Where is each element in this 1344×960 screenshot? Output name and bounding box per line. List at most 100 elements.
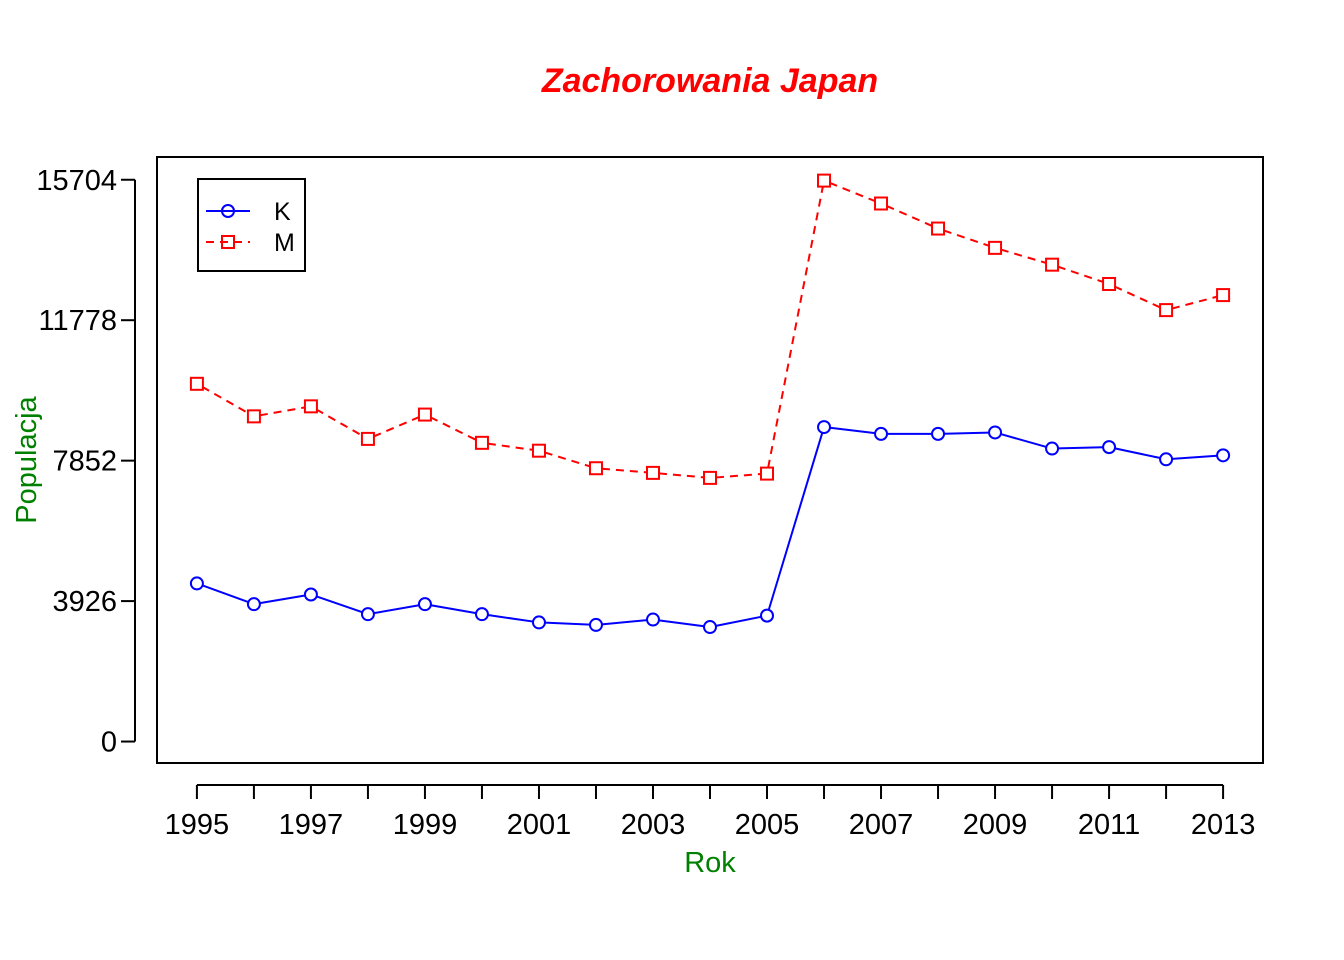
series-K <box>189 420 1231 635</box>
x-tick-label: 1997 <box>279 809 344 841</box>
legend-marker-K <box>221 204 235 218</box>
series-segment <box>1057 265 1104 284</box>
data-point <box>189 576 204 591</box>
legend-label-M: M <box>274 229 295 257</box>
x-axis: 1995 1997 1999 2001 2003 2005 2007 2009 2011 2013 <box>165 784 1256 841</box>
series-segment <box>886 205 933 228</box>
x-tick-label: 2007 <box>849 809 914 841</box>
data-point <box>303 587 318 602</box>
data-point <box>1102 440 1117 455</box>
series-segment <box>259 594 306 605</box>
y-tick-label: 3926 <box>52 586 117 618</box>
series-segment <box>943 229 990 247</box>
x-tick-label: 2013 <box>1191 809 1256 841</box>
legend-label-K: K <box>274 198 291 226</box>
series-segment <box>601 619 648 626</box>
data-point <box>417 597 432 612</box>
series-segment <box>767 432 824 611</box>
x-tick-label: 1999 <box>393 809 458 841</box>
data-point <box>1216 448 1231 463</box>
data-point <box>760 466 775 481</box>
series-segment <box>315 408 364 437</box>
data-point <box>874 196 889 211</box>
legend-box <box>197 178 306 272</box>
x-tick-label: 2001 <box>507 809 572 841</box>
y-tick-label: 0 <box>101 727 117 759</box>
series-segment <box>601 467 648 474</box>
data-point <box>1102 276 1117 291</box>
series-segment <box>544 451 591 468</box>
series-segment <box>316 595 363 614</box>
data-point <box>645 465 660 480</box>
data-point <box>988 425 1003 440</box>
series-segment <box>373 604 420 615</box>
data-point <box>303 399 318 414</box>
data-point <box>360 431 375 446</box>
series-segment <box>715 615 762 627</box>
x-tick-label: 2003 <box>621 809 686 841</box>
legend: KM <box>197 178 306 272</box>
data-point <box>531 443 546 458</box>
chart-title: Zachorowania Japan <box>541 62 878 100</box>
series-segment <box>715 473 762 479</box>
data-point <box>703 470 717 485</box>
data-point <box>360 607 375 622</box>
data-point <box>760 608 775 623</box>
data-point <box>417 407 432 422</box>
data-point <box>817 420 832 435</box>
data-point <box>1159 303 1174 318</box>
series-M <box>189 173 1231 485</box>
data-point <box>531 615 546 630</box>
series-segment <box>1114 285 1162 309</box>
data-point <box>246 409 261 424</box>
series-segment <box>1000 248 1047 264</box>
legend-marker-M <box>221 235 235 249</box>
series-segment <box>201 385 250 415</box>
data-point <box>817 173 832 188</box>
data-point <box>1159 452 1174 467</box>
data-point <box>189 376 204 391</box>
series-segment <box>829 426 876 435</box>
data-point <box>588 461 603 476</box>
y-tick-label: 11778 <box>39 305 118 337</box>
y-tick-label: 15704 <box>36 165 117 197</box>
y-axis: 0 3926 7852 11778 15704 <box>36 165 136 759</box>
x-axis-title: Rok <box>684 847 736 879</box>
data-point <box>588 617 603 632</box>
series-segment <box>767 186 824 468</box>
data-point <box>931 221 946 236</box>
series-layer <box>189 173 1231 635</box>
x-tick-label: 2005 <box>735 809 800 841</box>
series-segment <box>829 181 876 203</box>
data-point <box>645 612 660 627</box>
series-segment <box>1171 454 1218 460</box>
data-point <box>474 435 489 450</box>
series-segment <box>1171 295 1218 310</box>
data-point <box>246 597 261 612</box>
series-segment <box>658 472 705 479</box>
x-tick-label: 1995 <box>165 809 230 841</box>
data-point <box>988 240 1003 255</box>
series-segment <box>658 619 705 628</box>
series-segment <box>202 584 249 604</box>
data-point <box>874 426 889 441</box>
series-segment <box>373 416 420 438</box>
series-segment <box>1058 446 1104 450</box>
series-segment <box>487 442 534 451</box>
series-segment <box>944 431 990 435</box>
x-tick-label: 2011 <box>1078 809 1140 841</box>
data-point <box>1045 257 1060 272</box>
series-segment <box>1114 447 1161 460</box>
data-point <box>931 426 946 441</box>
plot-frame <box>156 156 1264 764</box>
series-segment <box>430 604 477 615</box>
series-segment <box>429 416 478 442</box>
data-point <box>1216 288 1231 303</box>
series-segment <box>487 614 534 623</box>
series-segment <box>1000 433 1047 448</box>
y-axis-title: Populacja <box>11 395 43 523</box>
series-segment <box>259 406 306 417</box>
x-tick-label: 2009 <box>963 809 1028 841</box>
data-point <box>474 607 489 622</box>
